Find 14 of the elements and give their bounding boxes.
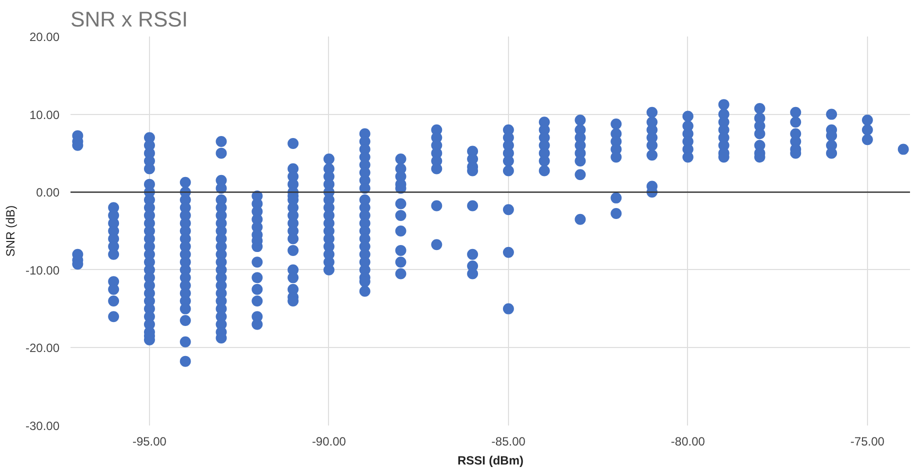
y-tick-label: -10.00 — [25, 263, 60, 278]
x-tick-label: -90.00 — [312, 434, 346, 448]
x-tick-label: -75.00 — [850, 434, 885, 448]
x-tick-label: -95.00 — [132, 434, 167, 448]
x-axis-title: RSSI (dBm) — [458, 454, 524, 468]
y-tick-label: -20.00 — [25, 341, 60, 356]
x-tick-label: -80.00 — [670, 434, 706, 448]
y-tick-label: 0.00 — [36, 186, 60, 200]
y-axis-title: SNR (dB) — [3, 205, 18, 257]
y-tick-label: 10.00 — [29, 108, 60, 122]
y-tick-label: -30.00 — [25, 419, 60, 433]
x-tick-label: -85.00 — [491, 434, 526, 448]
chart-title: SNR x RSSI — [70, 8, 188, 32]
y-tick-label: 20.00 — [29, 30, 60, 44]
